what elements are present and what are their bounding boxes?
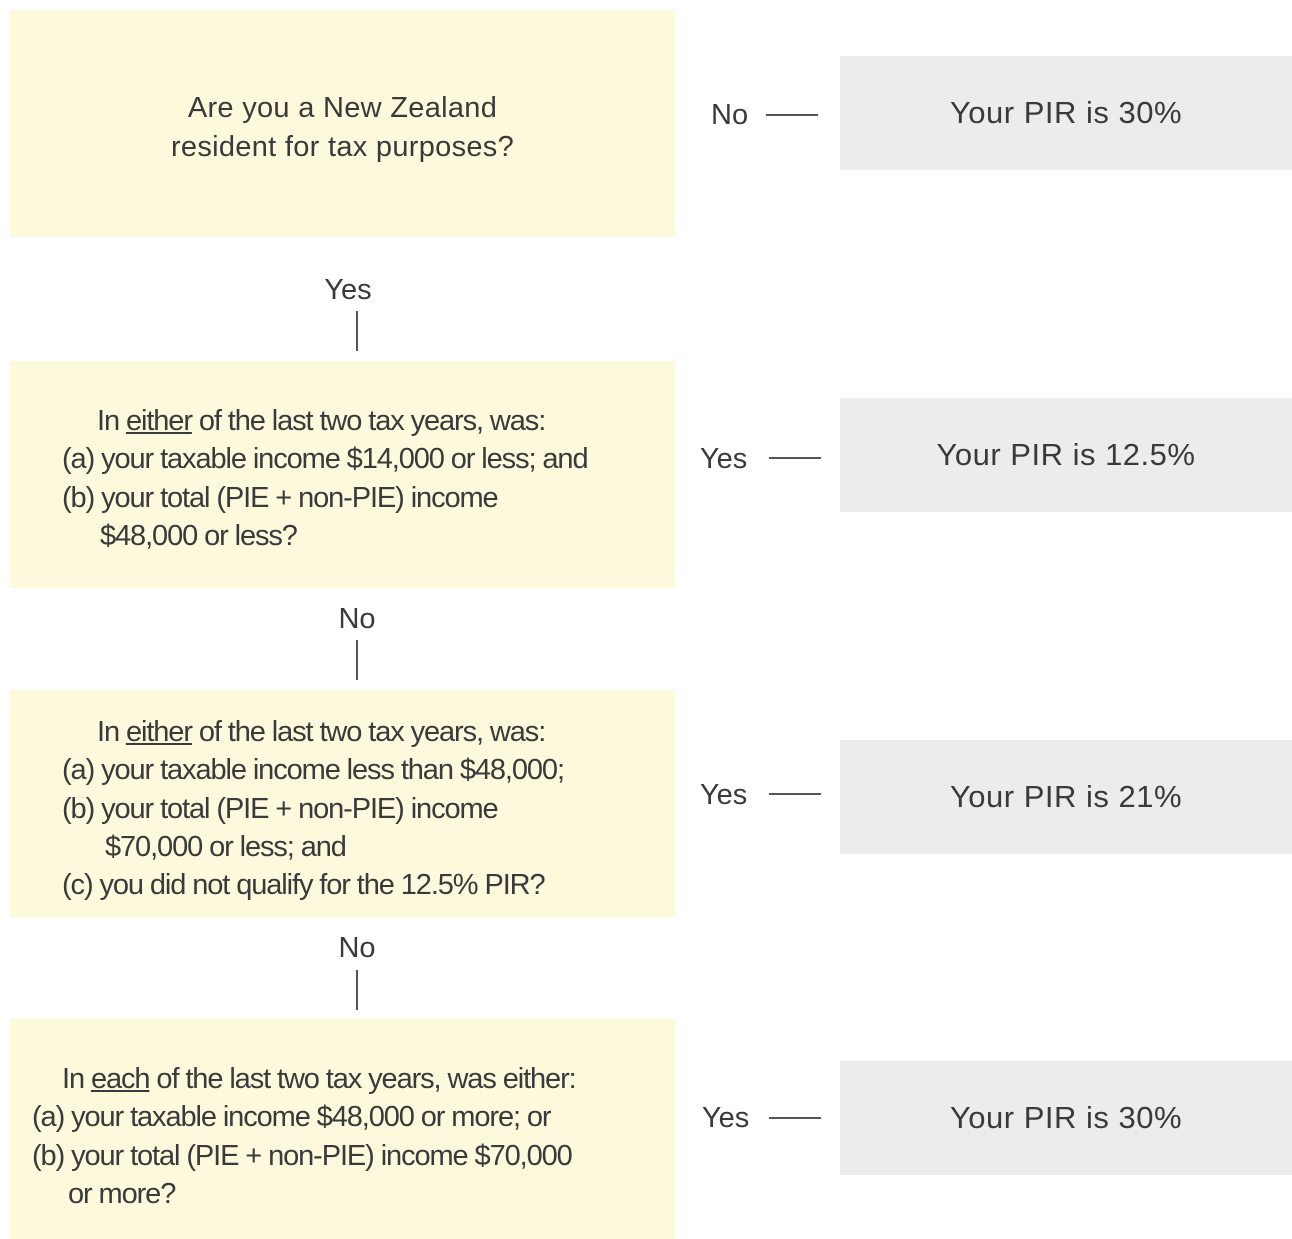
question-box [10, 10, 675, 237]
connector-label: No [338, 603, 376, 635]
result-box: Your PIR is 21% [840, 740, 1292, 854]
connector-line [356, 640, 358, 680]
question-line: (b) your total (PIE + non-PIE) income [62, 790, 499, 828]
connector-line [356, 311, 358, 351]
question-line: or more? [68, 1175, 176, 1213]
text: (b) your total (PIE + non-PIE) income [62, 793, 499, 825]
question-box [10, 690, 675, 917]
question-box [10, 1019, 675, 1239]
text: (b) your total (PIE + non-PIE) income [62, 482, 499, 514]
question-line: (a) your taxable income less than $48,00… [62, 751, 565, 789]
text: (a) your taxable income $48,000 or more;… [32, 1101, 552, 1133]
text: or more? [68, 1178, 176, 1210]
text: Are you a New Zealand [187, 92, 498, 124]
question-line: (a) your taxable income $48,000 or more;… [32, 1098, 552, 1136]
question-line: Are you a New Zealand [10, 89, 675, 127]
question-box [10, 361, 675, 588]
question-line: (b) your total (PIE + non-PIE) income $7… [32, 1137, 573, 1175]
underlined-text: either [125, 716, 193, 748]
question-line: resident for tax purposes? [10, 128, 675, 166]
answer-label: Yes [702, 1102, 750, 1134]
result-box: Your PIR is 30% [840, 1061, 1292, 1175]
answer-label: Yes [700, 779, 748, 811]
text: $48,000 or less? [100, 520, 298, 552]
text: $70,000 or less; and [105, 831, 347, 863]
connector-line [769, 457, 821, 459]
underlined-text: each [90, 1063, 151, 1095]
text: of the last two tax years, was: [191, 716, 546, 748]
text: In [97, 405, 126, 437]
text: resident for tax purposes? [170, 131, 515, 163]
connector-label: No [338, 932, 376, 964]
text: of the last two tax years, was either: [149, 1063, 576, 1095]
question-line: In either of the last two tax years, was… [97, 402, 546, 440]
result-box: Your PIR is 12.5% [840, 398, 1292, 512]
text: (a) your taxable income less than $48,00… [62, 754, 565, 786]
text: In [97, 716, 126, 748]
answer-label: No [711, 99, 749, 131]
text: of the last two tax years, was: [191, 405, 546, 437]
question-line: (a) your taxable income $14,000 or less;… [62, 440, 589, 478]
connector-line [766, 114, 818, 116]
connector-line [769, 793, 821, 795]
question-line: (c) you did not qualify for the 12.5% PI… [62, 866, 546, 904]
connector-line [356, 970, 358, 1010]
text: (c) you did not qualify for the 12.5% PI… [62, 869, 546, 901]
result-box: Your PIR is 30% [840, 56, 1292, 170]
connector-line [769, 1117, 821, 1119]
answer-label: Yes [700, 443, 748, 475]
question-line: (b) your total (PIE + non-PIE) income [62, 479, 499, 517]
question-line: $70,000 or less; and [105, 828, 347, 866]
question-line: $48,000 or less? [100, 517, 298, 555]
question-line: In each of the last two tax years, was e… [62, 1060, 577, 1098]
underlined-text: either [125, 405, 193, 437]
text: In [62, 1063, 91, 1095]
connector-label: Yes [324, 274, 372, 306]
text: (b) your total (PIE + non-PIE) income $7… [32, 1140, 573, 1172]
question-line: In either of the last two tax years, was… [97, 713, 546, 751]
text: (a) your taxable income $14,000 or less;… [62, 443, 589, 475]
